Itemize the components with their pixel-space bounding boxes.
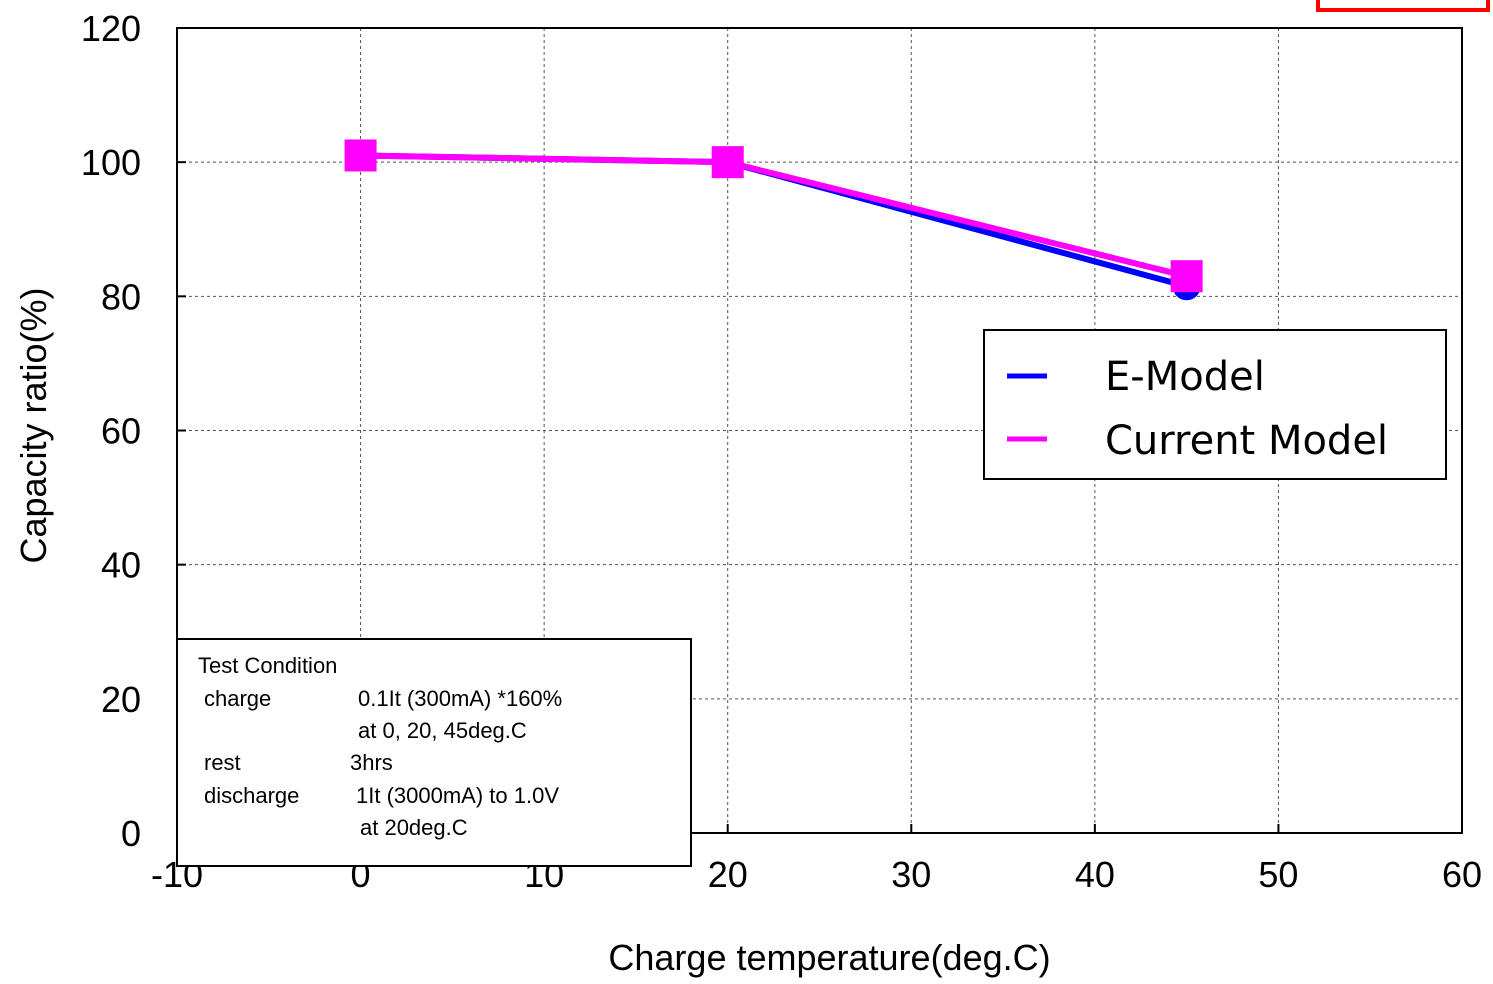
- y-axis-title: Capacity ratio(%): [13, 287, 54, 563]
- y-tick-label: 0: [121, 813, 141, 854]
- x-tick-label: 20: [708, 854, 748, 895]
- test-condition-value: 1It (3000mA) to 1.0V: [356, 783, 559, 808]
- test-condition-frame: [176, 638, 692, 867]
- test-condition-value: 0.1It (300mA) *160%: [358, 686, 562, 711]
- legend-label-e-model: E-Model: [1105, 354, 1265, 400]
- data-point-current-model: [1170, 260, 1203, 293]
- legend: E-Model Current Model: [983, 329, 1447, 480]
- test-condition-value: at 0, 20, 45deg.C: [358, 718, 527, 743]
- legend-label-current-model: Current Model: [1105, 418, 1388, 464]
- corner-box: [1316, 0, 1490, 12]
- legend-box: [983, 329, 1447, 480]
- test-condition-label: rest: [204, 750, 241, 775]
- y-tick-label: 80: [101, 276, 141, 317]
- x-tick-label: 40: [1075, 854, 1115, 895]
- x-tick-label: 50: [1258, 854, 1298, 895]
- y-tick-label: 100: [81, 142, 141, 183]
- test-condition-value: at 20deg.C: [360, 815, 468, 840]
- data-point-current-model: [344, 139, 377, 172]
- x-tick-label: 30: [891, 854, 931, 895]
- x-axis-title: Charge temperature(deg.C): [608, 937, 1050, 978]
- y-tick-label: 120: [81, 8, 141, 49]
- test-condition-value: 3hrs: [350, 750, 393, 775]
- x-tick-label: 60: [1442, 854, 1482, 895]
- y-tick-label: 40: [101, 545, 141, 586]
- y-tick-label: 20: [101, 679, 141, 720]
- test-condition-box: Test Condition charge 0.1It (300mA) *160…: [176, 638, 692, 867]
- series-line-current-model: [360, 152, 1188, 280]
- data-point-current-model: [711, 146, 744, 179]
- test-condition-label: charge: [204, 686, 271, 711]
- test-condition-label: discharge: [204, 783, 299, 808]
- y-tick-label: 60: [101, 411, 141, 452]
- series: [344, 139, 1203, 301]
- test-condition-title: Test Condition: [198, 653, 337, 678]
